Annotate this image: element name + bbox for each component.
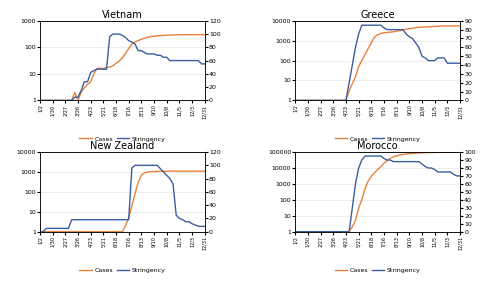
Title: Vietnam: Vietnam [102, 10, 142, 20]
Legend: Cases, Stringency: Cases, Stringency [76, 134, 168, 144]
Title: Morocco: Morocco [358, 141, 398, 151]
Legend: Cases, Stringency: Cases, Stringency [332, 134, 424, 144]
Legend: Cases, Stringency: Cases, Stringency [332, 265, 424, 275]
Legend: Cases, Stringency: Cases, Stringency [76, 265, 168, 275]
Title: New Zealand: New Zealand [90, 141, 154, 151]
Title: Greece: Greece [360, 10, 395, 20]
